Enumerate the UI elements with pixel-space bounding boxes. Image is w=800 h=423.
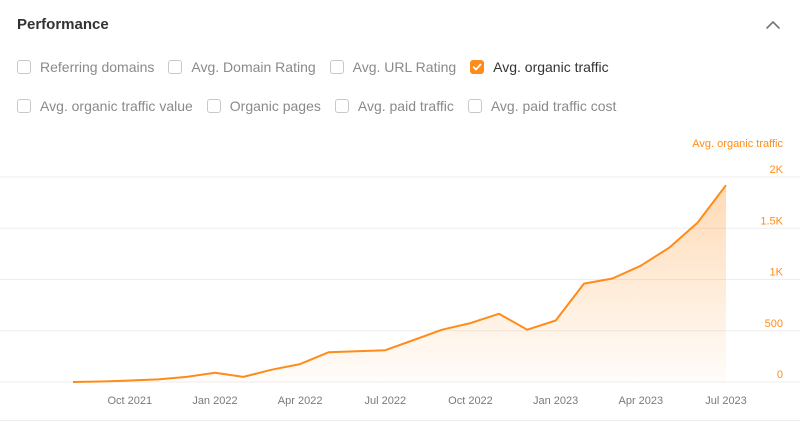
x-tick-label: Jul 2023 xyxy=(705,395,747,407)
data-point xyxy=(214,372,216,374)
x-axis-ticks: Oct 2021 Jan 2022 Apr 2022 Jul 2022 Oct 2022… xyxy=(107,395,746,407)
data-point xyxy=(583,283,585,285)
checkbox[interactable] xyxy=(17,99,31,113)
metric-label: Referring domains xyxy=(40,59,155,75)
checkbox[interactable] xyxy=(329,60,344,74)
metric-label: Avg. paid traffic cost xyxy=(490,98,617,114)
checkbox[interactable] xyxy=(17,60,31,74)
chevron-up-icon xyxy=(766,21,780,29)
series-line xyxy=(72,184,727,383)
metrics-row-1: Referring domains Avg. Domain Rating Avg… xyxy=(17,59,787,75)
metric-avg-organic-traffic-value[interactable]: Avg. organic traffic value xyxy=(17,98,193,114)
y-tick-label: 0 xyxy=(777,369,783,381)
data-point xyxy=(186,376,188,378)
series-area xyxy=(73,185,726,382)
metric-avg-organic-traffic[interactable]: Avg. organic traffic xyxy=(470,59,609,75)
metric-avg-url-rating[interactable]: Avg. URL Rating xyxy=(329,59,457,75)
data-point xyxy=(100,380,102,382)
data-point xyxy=(725,184,727,186)
data-point xyxy=(526,329,528,331)
data-point xyxy=(328,351,330,353)
panel-title: Performance xyxy=(17,16,109,33)
x-tick-label: Jul 2022 xyxy=(365,395,407,407)
data-point xyxy=(413,339,415,341)
metrics-row-2: Avg. organic traffic value Organic pages… xyxy=(17,98,787,114)
data-point xyxy=(356,350,358,352)
y-axis-title: Avg. organic traffic xyxy=(692,138,783,150)
metric-label: Avg. paid traffic xyxy=(357,98,454,114)
x-tick-label: Oct 2021 xyxy=(107,395,152,407)
metric-organic-pages[interactable]: Organic pages xyxy=(206,98,321,114)
data-point xyxy=(384,349,386,351)
x-tick-label: Apr 2022 xyxy=(278,395,323,407)
metric-label: Avg. organic traffic xyxy=(493,59,609,75)
metric-avg-domain-rating[interactable]: Avg. Domain Rating xyxy=(168,59,316,75)
metric-label: Avg. Domain Rating xyxy=(191,59,316,75)
data-point xyxy=(157,378,159,380)
data-point xyxy=(242,376,244,378)
data-point xyxy=(668,247,670,249)
data-point xyxy=(640,265,642,267)
panel-bottom-divider xyxy=(0,420,800,421)
y-tick-label: 1.5K xyxy=(760,215,783,227)
data-point xyxy=(299,363,301,365)
y-tick-label: 2K xyxy=(770,164,784,176)
checkbox[interactable] xyxy=(206,99,221,113)
data-point xyxy=(611,277,613,279)
checkbox[interactable] xyxy=(467,99,482,113)
x-tick-label: Apr 2023 xyxy=(618,395,663,407)
metric-label: Avg. URL Rating xyxy=(352,59,457,75)
x-tick-label: Jan 2023 xyxy=(533,395,578,407)
checkbox[interactable] xyxy=(168,60,183,74)
x-tick-label: Oct 2022 xyxy=(448,395,493,407)
y-axis-ticks: 0 500 1K 1.5K 2K xyxy=(760,164,783,381)
metric-referring-domains[interactable]: Referring domains xyxy=(17,59,154,75)
data-point xyxy=(441,329,443,331)
data-point xyxy=(555,320,557,322)
metric-label: Avg. organic traffic value xyxy=(40,98,193,114)
metric-label: Organic pages xyxy=(229,98,321,114)
data-point xyxy=(697,222,699,224)
data-point xyxy=(271,369,273,371)
data-point xyxy=(129,379,131,381)
y-tick-label: 1K xyxy=(770,267,784,279)
metric-avg-paid-traffic[interactable]: Avg. paid traffic xyxy=(334,98,454,114)
data-point xyxy=(469,322,471,324)
checkbox-checked[interactable] xyxy=(470,60,485,74)
metric-avg-paid-traffic-cost[interactable]: Avg. paid traffic cost xyxy=(467,98,617,114)
collapse-toggle[interactable] xyxy=(762,14,784,36)
data-point xyxy=(72,381,74,383)
checkmark-icon xyxy=(472,63,482,71)
checkbox[interactable] xyxy=(334,99,349,113)
data-point xyxy=(498,313,500,315)
y-tick-label: 500 xyxy=(765,318,783,330)
x-tick-label: Jan 2022 xyxy=(192,395,237,407)
organic-traffic-chart: Avg. organic traffic 0 500 1K 1.5K 2K Oct 20… xyxy=(0,138,800,407)
